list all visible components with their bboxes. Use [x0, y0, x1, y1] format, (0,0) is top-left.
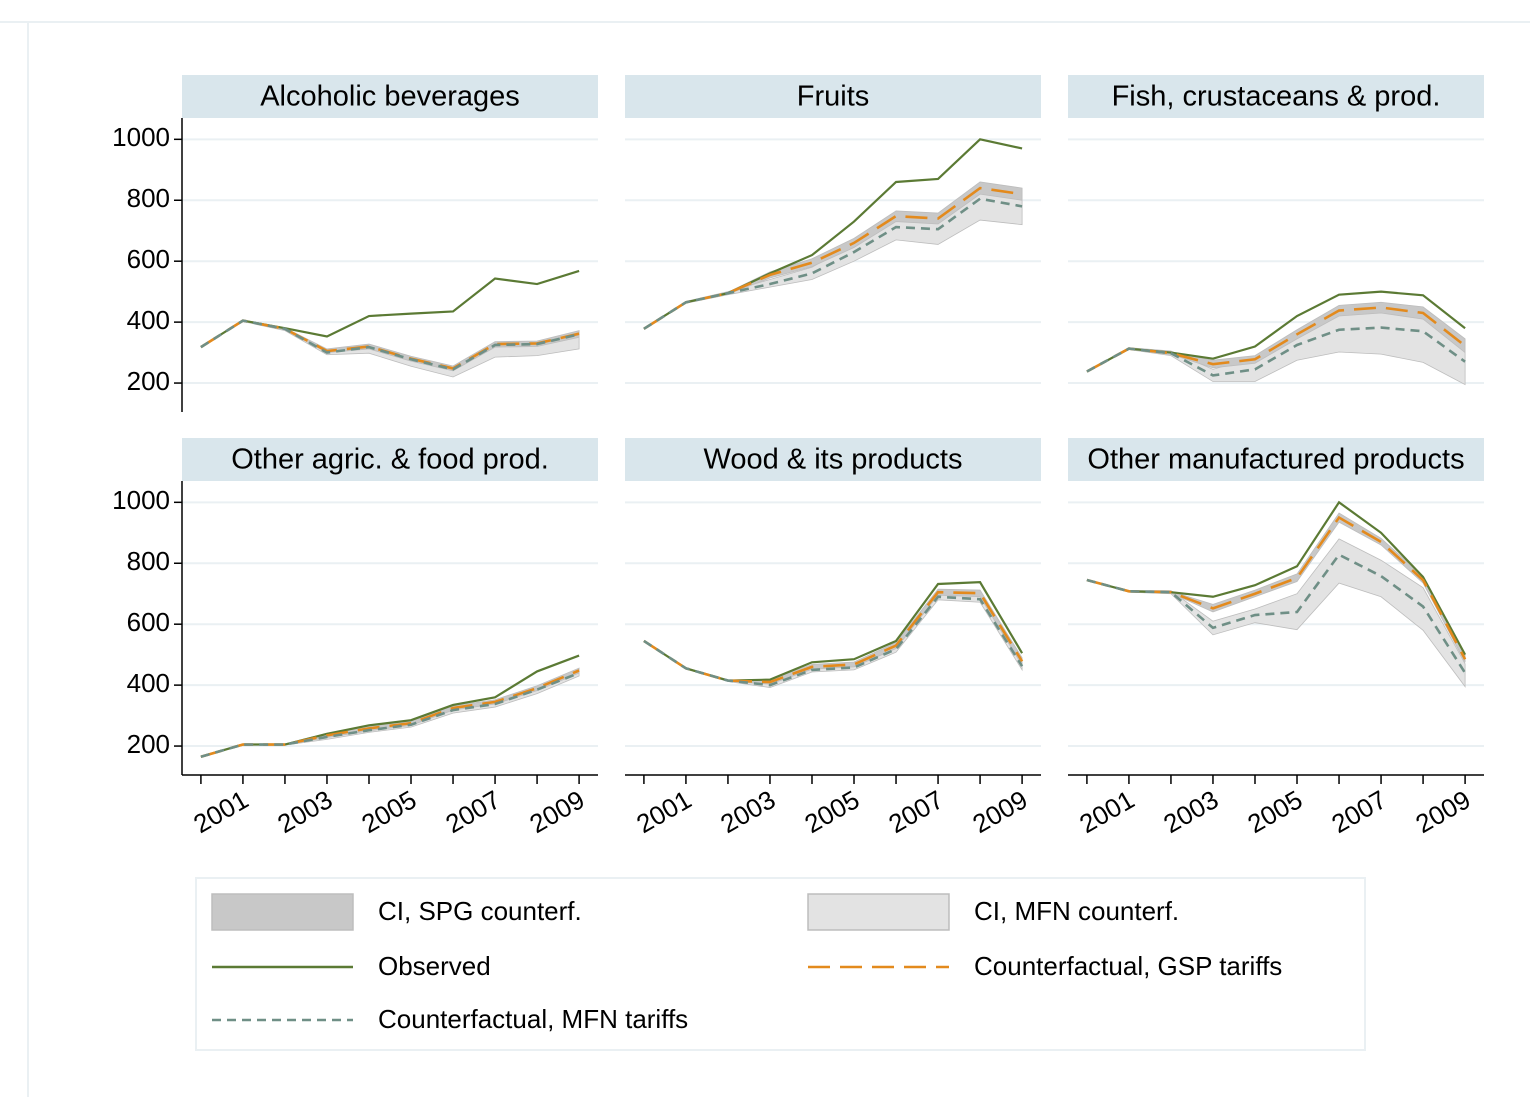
y-tick-label: 200 [127, 729, 170, 759]
panel-title: Fish, crustaceans & prod. [1112, 81, 1441, 113]
y-tick-label: 600 [127, 244, 170, 274]
y-tick-label: 800 [127, 183, 170, 213]
series-line [1086, 553, 1467, 674]
y-tick-label: 400 [127, 305, 170, 335]
legend-label: Observed [378, 951, 491, 981]
panel-title: Other manufactured products [1087, 444, 1464, 476]
panel-strip [625, 75, 1041, 118]
panel-strip [1068, 75, 1484, 118]
ci-band [1086, 538, 1466, 688]
series-line [200, 319, 580, 370]
legend-label: CI, MFN counterf. [974, 896, 1179, 926]
series-line [200, 671, 580, 758]
y-tick-label: 400 [127, 668, 170, 698]
series-line [643, 595, 1024, 687]
legend-label: Counterfactual, MFN tariffs [378, 1004, 688, 1034]
legend-swatch [807, 893, 950, 931]
y-tick-label: 1000 [112, 485, 170, 515]
panel-title: Fruits [797, 81, 870, 113]
series-line [1086, 326, 1466, 377]
y-tick-label: 1000 [112, 122, 170, 152]
series-line [643, 197, 1023, 330]
legend-swatch [211, 893, 354, 931]
series-line [643, 186, 1023, 330]
panel-title: Other agric. & food prod. [231, 444, 549, 476]
panel-strip [182, 75, 598, 118]
panel-title: Alcoholic beverages [260, 81, 520, 113]
panel-strip [1068, 438, 1484, 481]
series-line [643, 590, 1024, 684]
panel-strip [625, 438, 1041, 481]
legend-label: CI, SPG counterf. [378, 896, 582, 926]
y-tick-label: 600 [127, 607, 170, 637]
panel-title: Wood & its products [704, 444, 963, 476]
y-tick-label: 800 [127, 546, 170, 576]
legend-box [195, 877, 1366, 1051]
panel-strip [182, 438, 598, 481]
legend-label: Counterfactual, GSP tariffs [974, 951, 1282, 981]
ci-band [643, 189, 1023, 330]
y-tick-label: 200 [127, 366, 170, 396]
